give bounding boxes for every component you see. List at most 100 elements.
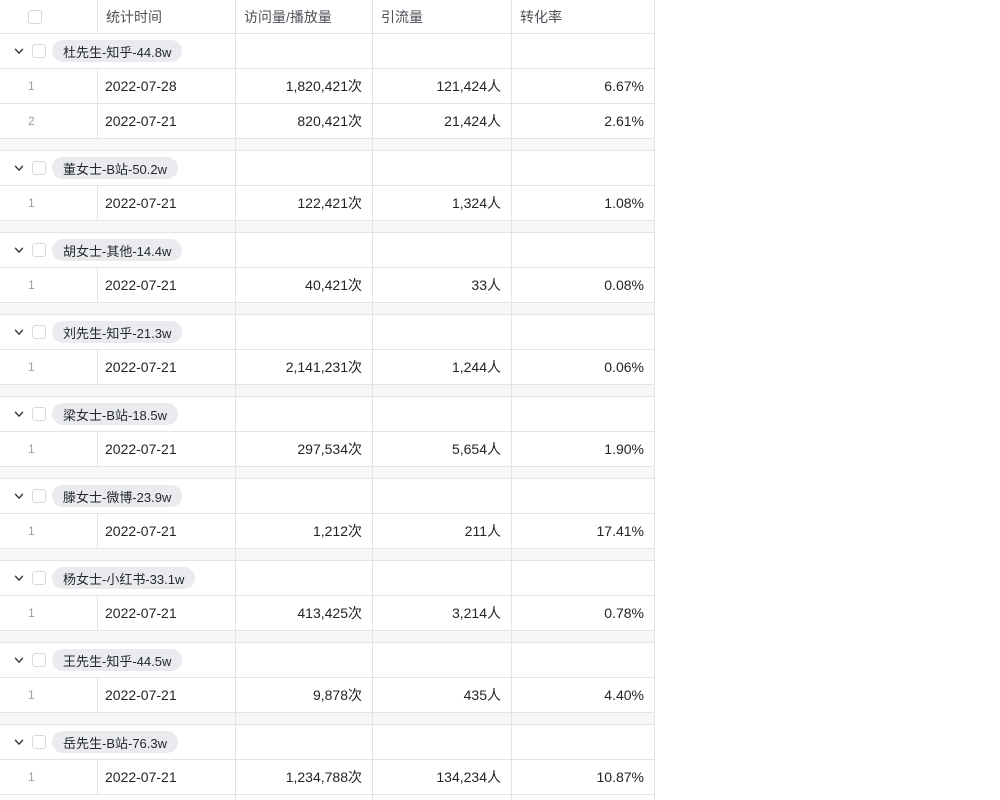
cell-stat-time[interactable]: 2022-07-21 xyxy=(98,678,236,712)
select-all-checkbox[interactable] xyxy=(28,9,42,24)
group-title-cell: 滕女士-微博-23.9w xyxy=(0,479,236,513)
group-label-pill[interactable]: 王先生-知乎-44.5w xyxy=(52,649,183,671)
cell-leads[interactable]: 1,324人 xyxy=(373,186,512,220)
group-label-pill[interactable]: 梁女士-B站-18.5w xyxy=(52,403,179,425)
column-header-rate[interactable]: 转化率 xyxy=(512,0,655,33)
column-header-visits[interactable]: 访问量/播放量 xyxy=(236,0,373,33)
group-empty-cell xyxy=(236,151,373,185)
chevron-down-icon[interactable] xyxy=(10,569,28,587)
group-checkbox[interactable] xyxy=(32,243,46,257)
cell-leads[interactable]: 1,244人 xyxy=(373,350,512,384)
row-number-cell: 1 xyxy=(0,432,98,466)
chevron-down-icon[interactable] xyxy=(10,42,28,60)
group-header-row: 刘先生-知乎-21.3w xyxy=(0,315,655,350)
cell-stat-time[interactable]: 2022-07-28 xyxy=(98,69,236,103)
cell-rate[interactable]: 0.06% xyxy=(512,350,655,384)
row-number-cell: 1 xyxy=(0,268,98,302)
group-checkbox[interactable] xyxy=(32,161,46,175)
group-label-pill[interactable]: 岳先生-B站-76.3w xyxy=(52,731,179,753)
cell-rate[interactable]: 6.67% xyxy=(512,69,655,103)
row-number: 1 xyxy=(28,196,35,210)
group-empty-cell xyxy=(512,233,655,267)
cell-visits[interactable]: 9,878次 xyxy=(236,678,373,712)
group-header-row: 王先生-知乎-44.5w xyxy=(0,643,655,678)
group-checkbox[interactable] xyxy=(32,571,46,585)
cell-visits[interactable]: 297,534次 xyxy=(236,432,373,466)
row-number: 1 xyxy=(28,442,35,456)
row-number-cell: 1 xyxy=(0,186,98,220)
row-number-cell: 1 xyxy=(0,678,98,712)
cell-stat-time[interactable]: 2022-07-21 xyxy=(98,596,236,630)
row-number: 1 xyxy=(28,360,35,374)
cell-visits[interactable]: 820,421次 xyxy=(236,104,373,138)
cell-visits[interactable]: 2,141,231次 xyxy=(236,350,373,384)
cell-leads[interactable]: 211人 xyxy=(373,514,512,548)
group-block: 胡女士-其他-14.4w 1 2022-07-21 40,421次 33人 0.… xyxy=(0,233,655,315)
group-checkbox[interactable] xyxy=(32,407,46,421)
cell-stat-time[interactable]: 2022-07-21 xyxy=(98,186,236,220)
cell-stat-time[interactable]: 2022-07-21 xyxy=(98,760,236,794)
row-number-cell: 1 xyxy=(0,69,98,103)
table-header-row: 统计时间 访问量/播放量 引流量 转化率 xyxy=(0,0,655,34)
group-label-pill[interactable]: 滕女士-微博-23.9w xyxy=(52,485,183,507)
group-list: 杜先生-知乎-44.8w 1 2022-07-28 1,820,421次 121… xyxy=(0,34,655,795)
table-row: 1 2022-07-28 1,820,421次 121,424人 6.67% xyxy=(0,69,655,104)
group-label-pill[interactable]: 刘先生-知乎-21.3w xyxy=(52,321,183,343)
group-label-pill[interactable]: 杨女士-小红书-33.1w xyxy=(52,567,196,589)
group-empty-cell xyxy=(512,561,655,595)
group-checkbox[interactable] xyxy=(32,44,46,58)
cell-stat-time[interactable]: 2022-07-21 xyxy=(98,104,236,138)
cell-visits[interactable]: 1,212次 xyxy=(236,514,373,548)
cell-leads[interactable]: 3,214人 xyxy=(373,596,512,630)
group-label-pill[interactable]: 胡女士-其他-14.4w xyxy=(52,239,183,261)
group-label-pill[interactable]: 杜先生-知乎-44.8w xyxy=(52,40,183,62)
group-title-cell: 王先生-知乎-44.5w xyxy=(0,643,236,677)
select-all-cell xyxy=(0,0,98,33)
chevron-down-icon[interactable] xyxy=(10,241,28,259)
cell-stat-time[interactable]: 2022-07-21 xyxy=(98,514,236,548)
group-checkbox[interactable] xyxy=(32,489,46,503)
chevron-down-icon[interactable] xyxy=(10,405,28,423)
footer-cell xyxy=(512,795,655,800)
cell-leads[interactable]: 121,424人 xyxy=(373,69,512,103)
chevron-down-icon[interactable] xyxy=(10,487,28,505)
cell-leads[interactable]: 5,654人 xyxy=(373,432,512,466)
cell-leads[interactable]: 21,424人 xyxy=(373,104,512,138)
cell-visits[interactable]: 122,421次 xyxy=(236,186,373,220)
cell-visits[interactable]: 40,421次 xyxy=(236,268,373,302)
chevron-down-icon[interactable] xyxy=(10,733,28,751)
group-label-pill[interactable]: 董女士-B站-50.2w xyxy=(52,157,179,179)
row-number-cell: 2 xyxy=(0,104,98,138)
cell-leads[interactable]: 33人 xyxy=(373,268,512,302)
cell-leads[interactable]: 435人 xyxy=(373,678,512,712)
group-checkbox[interactable] xyxy=(32,653,46,667)
column-header-leads[interactable]: 引流量 xyxy=(373,0,512,33)
cell-rate[interactable]: 1.08% xyxy=(512,186,655,220)
cell-rate[interactable]: 10.87% xyxy=(512,760,655,794)
cell-visits[interactable]: 1,234,788次 xyxy=(236,760,373,794)
cell-rate[interactable]: 1.90% xyxy=(512,432,655,466)
chevron-down-icon[interactable] xyxy=(10,323,28,341)
group-empty-cell xyxy=(373,643,512,677)
chevron-down-icon[interactable] xyxy=(10,651,28,669)
group-title-cell: 刘先生-知乎-21.3w xyxy=(0,315,236,349)
cell-stat-time[interactable]: 2022-07-21 xyxy=(98,268,236,302)
group-empty-cell xyxy=(373,479,512,513)
column-header-stat-time[interactable]: 统计时间 xyxy=(98,0,236,33)
group-checkbox[interactable] xyxy=(32,325,46,339)
row-number-cell: 1 xyxy=(0,596,98,630)
cell-rate[interactable]: 17.41% xyxy=(512,514,655,548)
cell-rate[interactable]: 0.08% xyxy=(512,268,655,302)
cell-leads[interactable]: 134,234人 xyxy=(373,760,512,794)
cell-rate[interactable]: 4.40% xyxy=(512,678,655,712)
cell-stat-time[interactable]: 2022-07-21 xyxy=(98,432,236,466)
chevron-down-icon[interactable] xyxy=(10,159,28,177)
cell-rate[interactable]: 2.61% xyxy=(512,104,655,138)
cell-stat-time[interactable]: 2022-07-21 xyxy=(98,350,236,384)
cell-visits[interactable]: 413,425次 xyxy=(236,596,373,630)
cell-rate[interactable]: 0.78% xyxy=(512,596,655,630)
cell-visits[interactable]: 1,820,421次 xyxy=(236,69,373,103)
group-checkbox[interactable] xyxy=(32,735,46,749)
table-row: 1 2022-07-21 297,534次 5,654人 1.90% xyxy=(0,432,655,467)
group-header-row: 胡女士-其他-14.4w xyxy=(0,233,655,268)
